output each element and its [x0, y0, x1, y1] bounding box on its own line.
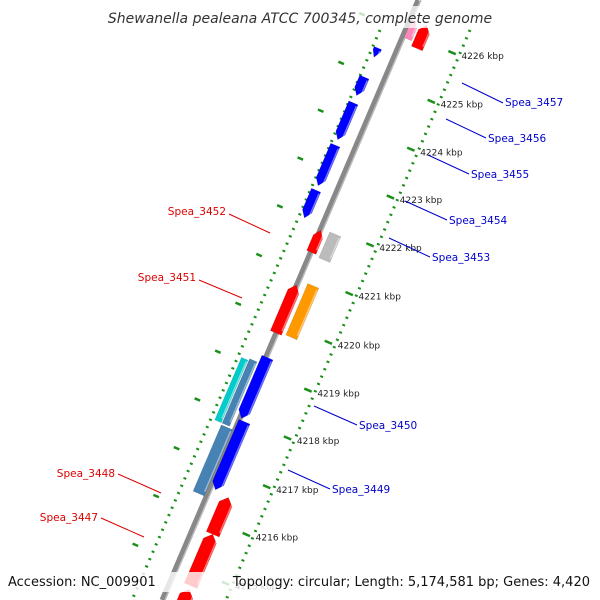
accession-text: Accession: NC_009901 [8, 575, 156, 590]
gene-arrow [335, 100, 359, 141]
gene-label[interactable]: Spea_3457 [505, 97, 563, 109]
gene-labels: Spea_3457 Spea_3456 Spea_3455 Spea_3454 Spea… [40, 97, 563, 524]
tick-label: 4224 kbp [420, 148, 463, 158]
gene-arrow [285, 283, 320, 341]
tick-label: 4219 kbp [317, 389, 360, 399]
tick-mark [242, 531, 251, 538]
tick-label: 4218 kbp [297, 437, 340, 447]
gene-arrow [354, 74, 370, 97]
leader-line [100, 517, 145, 538]
leader-line [461, 82, 504, 104]
tick-label: 4222 kbp [379, 244, 422, 254]
title-backdrop [100, 6, 500, 28]
outer-tick-mark [194, 397, 201, 402]
tick-mark [262, 483, 271, 490]
leader-line [287, 469, 331, 490]
outer-tick-mark [276, 204, 284, 209]
leader-line [445, 118, 487, 139]
tick-label: 4225 kbp [441, 100, 484, 110]
outer-tick-mark [214, 349, 222, 354]
gene-label[interactable]: Spea_3447 [40, 512, 98, 524]
gene-arrow [238, 354, 274, 419]
gene-label[interactable]: Spea_3456 [488, 133, 547, 145]
gene-label[interactable]: Spea_3455 [471, 169, 529, 181]
gene-label[interactable]: Spea_3450 [359, 420, 417, 432]
footer-backdrop [0, 572, 600, 592]
map-title: Shewanella pealeana ATCC 700345, complet… [108, 11, 492, 27]
gene-arrow [315, 142, 341, 187]
tick-mark [427, 98, 436, 105]
outer-tick-mark [173, 445, 180, 451]
gene-arrow [306, 229, 325, 255]
leader-line [228, 213, 271, 234]
tick-label: 4226 kbp [461, 52, 504, 62]
outer-tick-mark [234, 301, 242, 307]
outer-tick-mark [255, 252, 263, 258]
tick-mark [283, 435, 292, 441]
gene-arrow [372, 46, 382, 58]
leader-line [427, 154, 470, 175]
tick-mark [447, 49, 457, 56]
gene-arrow [302, 187, 322, 219]
leader-line [404, 200, 448, 221]
gene-label[interactable]: Spea_3449 [332, 484, 390, 496]
leader-line [313, 405, 358, 426]
leader-line [198, 279, 243, 299]
outer-tick-mark [337, 60, 345, 66]
outer-tick-mark [297, 156, 304, 161]
gene-label[interactable]: Spea_3453 [432, 252, 490, 264]
summary-text: Topology: circular; Length: 5,174,581 bp… [232, 575, 590, 590]
gene-label[interactable]: Spea_3451 [138, 272, 196, 284]
tick-label: 4217 kbp [276, 486, 319, 496]
gene-arrow [205, 497, 234, 538]
label-leaders [100, 82, 504, 538]
tick-mark [345, 290, 354, 297]
leader-line [388, 237, 431, 258]
tick-mark [386, 194, 395, 200]
gene-features [171, 20, 432, 600]
gene-arrow [214, 356, 249, 424]
tick-label: 4223 kbp [400, 196, 443, 206]
outer-tick-mark [152, 493, 160, 499]
outer-tick-mark [132, 542, 139, 548]
leader-line [117, 473, 162, 494]
gene-label[interactable]: Spea_3452 [168, 206, 226, 218]
tick-label: 4216 kbp [256, 534, 299, 544]
gene-arrow [212, 418, 251, 491]
gene-label[interactable]: Spea_3454 [449, 215, 508, 227]
tick-mark [365, 242, 375, 248]
tick-label: 4221 kbp [359, 293, 402, 303]
tick-mark [324, 339, 333, 346]
outer-tick-mark [317, 108, 324, 114]
tick-mark [406, 146, 416, 152]
tick-label: 4220 kbp [338, 341, 381, 351]
gene-arrow [318, 231, 342, 263]
gene-arrow [192, 424, 233, 497]
tick-mark [303, 387, 313, 393]
gene-arrow [269, 284, 301, 336]
gene-label[interactable]: Spea_3448 [57, 468, 115, 480]
gene-arrow [221, 358, 258, 427]
